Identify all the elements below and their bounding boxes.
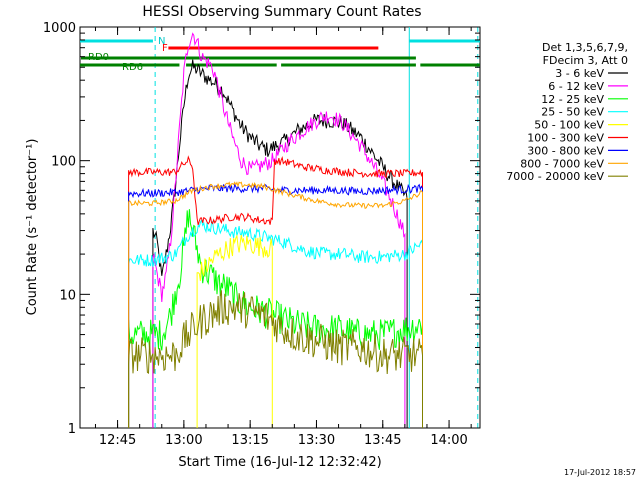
legend: Det 1,3,5,6,7,9, FDecim 3, Att 0 3 - 6 k… xyxy=(506,41,628,183)
x-tick-label: 13:30 xyxy=(298,433,335,448)
y-tick-label: 1000 xyxy=(43,21,76,36)
legend-entry-label: 12 - 25 keV xyxy=(541,93,604,106)
axes-layer: 12:45 13:00 13:15 13:30 13:45 14:00 1 10 100 1000 xyxy=(43,21,480,448)
y-tick-label: 10 xyxy=(59,288,76,303)
y-tick-label: 100 xyxy=(51,155,76,170)
flags-layer xyxy=(80,27,480,428)
series-layer xyxy=(128,32,423,428)
y-axis-label: Count Rate (s⁻¹ detector⁻¹) xyxy=(25,139,40,316)
plot-area xyxy=(79,26,481,429)
chart-title: HESSI Observing Summary Count Rates xyxy=(142,4,421,20)
legend-entry-label: 25 - 50 keV xyxy=(541,106,604,119)
plot-frame xyxy=(79,26,481,429)
legend-entry-label: 7000 - 20000 keV xyxy=(506,170,604,183)
x-tick-label: 13:15 xyxy=(231,433,268,448)
series-line xyxy=(152,32,406,428)
x-tick-label: 13:00 xyxy=(165,433,202,448)
flag-label-n: N xyxy=(158,36,165,47)
legend-header-2: FDecim 3, Att 0 xyxy=(543,54,628,67)
series-line xyxy=(128,155,423,428)
legend-entry-label: 50 - 100 keV xyxy=(534,119,604,132)
legend-entry-label: 6 - 12 keV xyxy=(548,80,604,93)
x-tick-label: 12:45 xyxy=(99,433,136,448)
legend-entry-label: 3 - 6 keV xyxy=(555,67,604,80)
series-line xyxy=(128,218,423,428)
series-line xyxy=(128,290,423,428)
series-line xyxy=(128,181,423,428)
timestamp: 17-Jul-2012 18:57 xyxy=(564,468,636,477)
legend-entry-label: 800 - 7000 keV xyxy=(520,157,604,170)
legend-header-1: Det 1,3,5,6,7,9, xyxy=(542,41,628,54)
series-line xyxy=(196,234,273,428)
legend-entry-label: 300 - 800 keV xyxy=(527,144,604,157)
y-tick-label: 1 xyxy=(68,422,76,437)
x-tick-label: 13:45 xyxy=(364,433,401,448)
flag-label-rd0: RD0 xyxy=(88,52,109,63)
x-tick-label: 14:00 xyxy=(430,433,467,448)
flag-label-f: F xyxy=(162,43,168,54)
series-line xyxy=(128,209,423,428)
legend-entry-label: 100 - 300 keV xyxy=(527,132,604,145)
x-axis-label: Start Time (16-Jul-12 12:32:42) xyxy=(178,455,381,470)
flag-label-rd6: RD6 xyxy=(122,62,143,73)
